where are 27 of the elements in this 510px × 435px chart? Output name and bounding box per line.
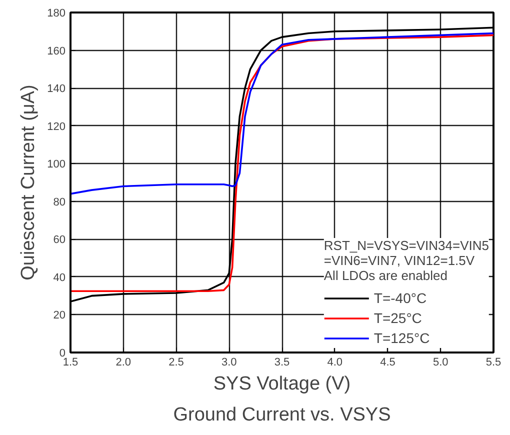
y-axis-title: Quiescent Current (μA): [18, 84, 40, 280]
y-tick-label: 120: [47, 120, 66, 133]
legend-label: T=125°C: [374, 330, 430, 346]
y-tick-label: 140: [47, 83, 66, 96]
y-tick-label: 180: [47, 8, 66, 20]
legend-title: RST_N=VSYS=VIN34=VIN5 =VIN6=VIN7, VIN12=1.5V All LDOs are enabled: [324, 238, 489, 283]
x-tick-label: 5.5: [486, 356, 502, 368]
x-tick-label: 5.0: [432, 356, 448, 368]
x-tick-label: 2.5: [168, 356, 184, 368]
x-tick-label: 3.5: [274, 356, 290, 368]
y-tick-label: 160: [47, 45, 66, 58]
x-tick-label: 4.5: [380, 356, 396, 368]
y-tick-label: 80: [53, 196, 66, 208]
line-series: [70, 32, 494, 195]
x-tick-label: 2.0: [116, 356, 132, 368]
y-tick-label: 40: [53, 272, 66, 284]
y-tick-label: 60: [53, 234, 66, 246]
y-tick-label: 100: [47, 158, 66, 171]
y-tick-label: 20: [53, 310, 66, 322]
legend-label: T=25°C: [374, 310, 422, 326]
x-axis-title: SYS Voltage (V): [213, 374, 351, 394]
text: Ground Current vs. VSYS: [173, 404, 391, 426]
legend-label: T=-40°C: [374, 290, 427, 306]
y-tick-label: 0: [59, 348, 66, 360]
x-tick-label: 4.0: [327, 356, 343, 368]
x-tick-label: 3.0: [221, 356, 237, 368]
x-tick-label: 1.5: [62, 356, 78, 368]
